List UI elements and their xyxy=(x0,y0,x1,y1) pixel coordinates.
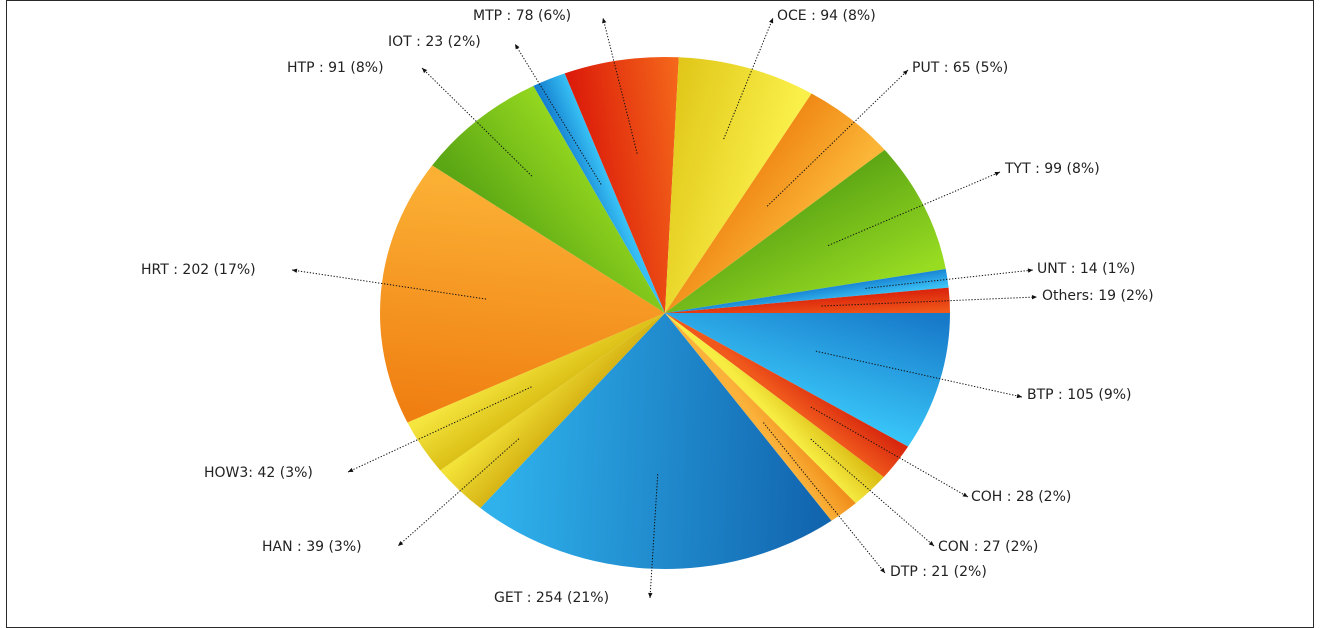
leader-arrow-get xyxy=(648,592,653,598)
pie-slice-tyt[interactable] xyxy=(665,149,946,313)
slice-label-hrt: HRT : 202 (17%) xyxy=(141,262,256,278)
pie-slice-mtp[interactable] xyxy=(564,57,679,314)
leader-arrow-how3 xyxy=(348,467,354,472)
slice-label-coh: COH : 28 (2%) xyxy=(971,489,1071,505)
leader-arrow-con xyxy=(928,541,934,546)
slice-label-btp: BTP : 105 (9%) xyxy=(1027,387,1132,403)
leader-line-mtp xyxy=(602,17,638,154)
slice-label-get: GET : 254 (21%) xyxy=(494,590,609,606)
leader-arrow-oce xyxy=(769,18,774,24)
slice-label-unt: UNT : 14 (1%) xyxy=(1037,261,1135,277)
pie-slice-hrt[interactable] xyxy=(380,165,665,423)
leader-arrow-han xyxy=(398,541,404,546)
pie-slice-dtp[interactable] xyxy=(665,313,856,521)
leader-arrow-others xyxy=(1031,295,1037,300)
leader-line-put xyxy=(766,69,909,207)
slice-label-others: Others: 19 (2%) xyxy=(1042,288,1154,304)
leader-line-btp xyxy=(815,350,1023,398)
leader-arrow-tyt xyxy=(994,171,1000,176)
pie-slices xyxy=(380,57,950,569)
slice-labels: BTP : 105 (9%) COH : 28 (2%) CON : 27 (2%)… xyxy=(141,8,1154,606)
leader-arrow-mtp xyxy=(602,18,607,24)
leader-line-oce xyxy=(723,17,774,140)
pie-slice-iot[interactable] xyxy=(533,73,665,313)
pie-slice-htp[interactable] xyxy=(432,85,665,313)
leader-line-con xyxy=(810,438,935,547)
leader-arrow-coh xyxy=(962,492,968,497)
leader-line-coh xyxy=(810,406,969,498)
leader-arrow-hrt xyxy=(292,268,298,273)
slice-label-con: CON : 27 (2%) xyxy=(938,539,1038,555)
pie-slice-others[interactable] xyxy=(665,287,950,313)
pie-slice-oce[interactable] xyxy=(665,57,812,313)
slice-label-put: PUT : 65 (5%) xyxy=(912,60,1008,76)
leader-line-how3 xyxy=(347,386,532,473)
leader-lines xyxy=(291,17,1038,599)
leader-line-tyt xyxy=(827,171,1001,246)
slice-label-dtp: DTP : 21 (2%) xyxy=(890,564,987,580)
pie-slice-unt[interactable] xyxy=(665,269,949,313)
leader-arrow-btp xyxy=(1016,393,1022,399)
pie-slice-coh[interactable] xyxy=(665,313,909,478)
slice-label-htp: HTP : 91 (8%) xyxy=(287,60,384,76)
leader-arrow-unt xyxy=(1027,268,1033,273)
slice-label-han: HAN : 39 (3%) xyxy=(262,539,362,555)
leader-line-iot xyxy=(514,43,602,185)
pie-slice-how3[interactable] xyxy=(407,313,665,471)
slice-label-oce: OCE : 94 (8%) xyxy=(777,8,876,24)
leader-arrow-iot xyxy=(515,44,520,50)
slice-label-how3: HOW3: 42 (3%) xyxy=(204,465,313,481)
leader-arrow-dtp xyxy=(880,567,885,573)
leader-arrow-htp xyxy=(422,68,428,74)
pie-slice-put[interactable] xyxy=(665,93,885,313)
leader-line-unt xyxy=(865,269,1034,289)
pie-slice-btp[interactable] xyxy=(665,313,950,447)
slice-label-iot: IOT : 23 (2%) xyxy=(388,34,481,50)
slice-label-mtp: MTP : 78 (6%) xyxy=(473,8,571,24)
leader-line-dtp xyxy=(763,422,886,574)
slice-label-tyt: TYT : 99 (8%) xyxy=(1004,161,1100,177)
leader-arrow-put xyxy=(902,70,908,76)
pie-slice-get[interactable] xyxy=(480,313,832,569)
